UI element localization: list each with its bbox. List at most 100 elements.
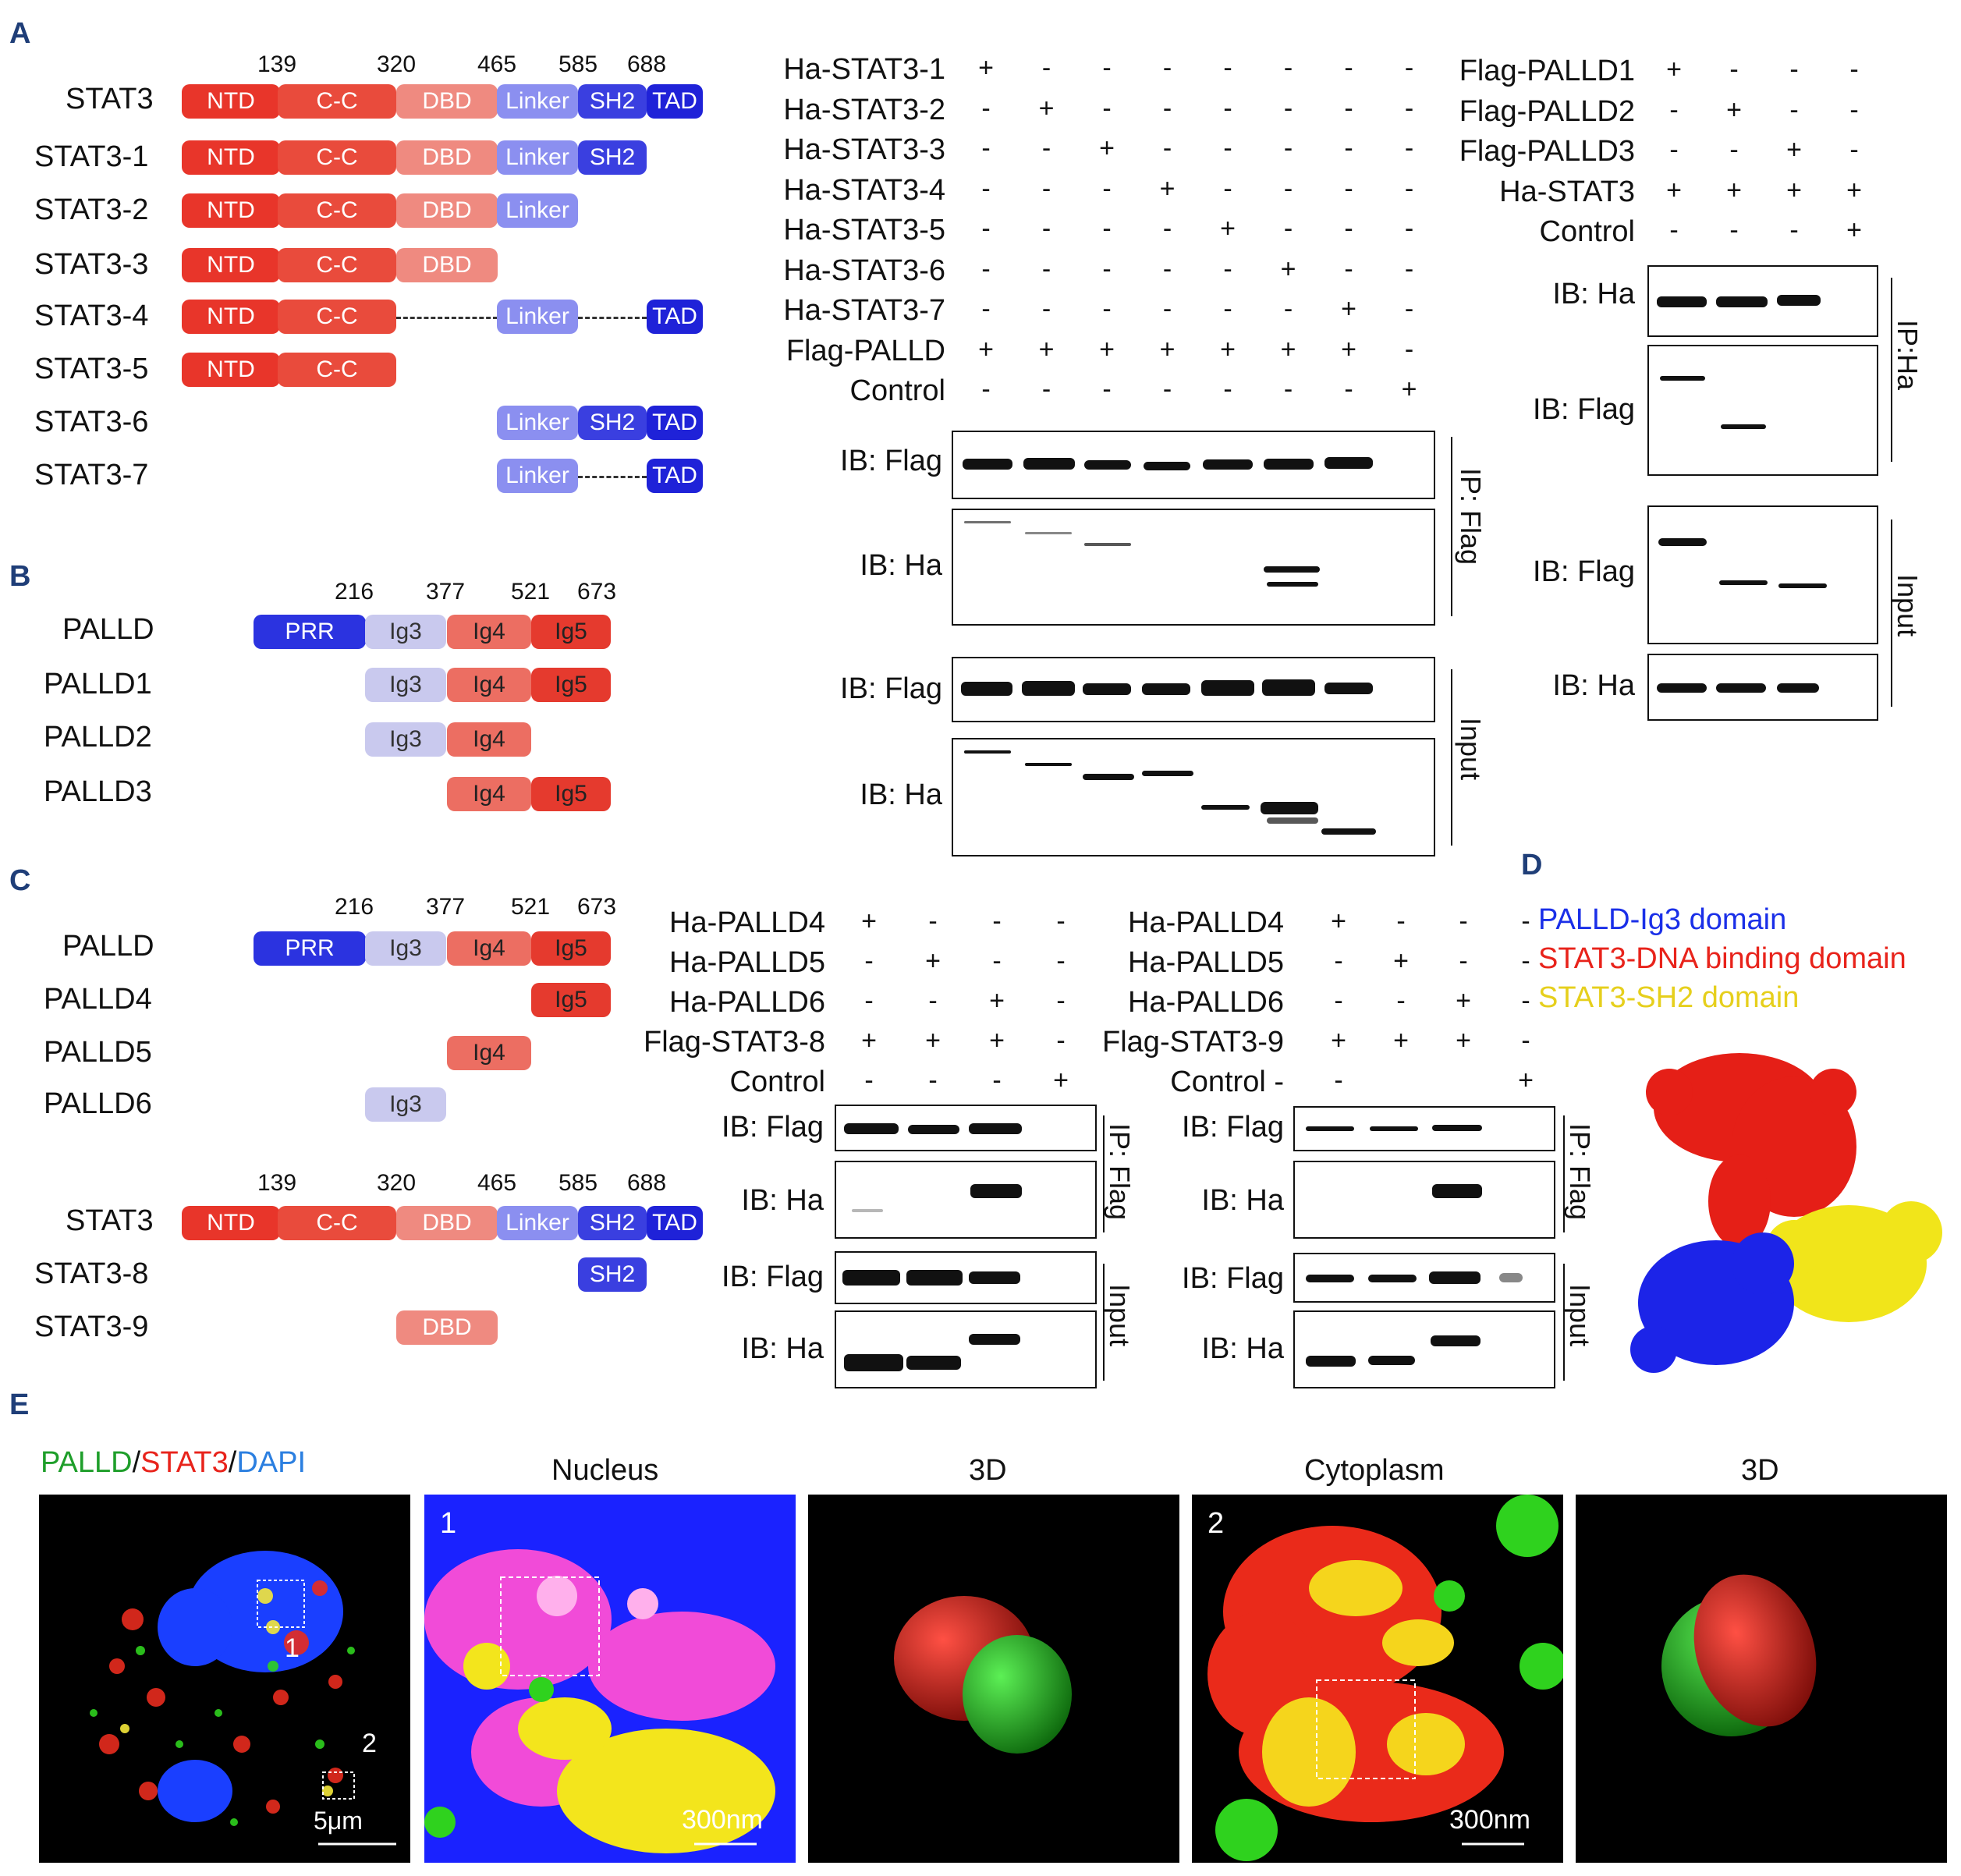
ntd-domain: NTD	[182, 1206, 280, 1240]
ig3-domain: Ig3	[365, 615, 446, 649]
condition-mark: -	[1334, 946, 1343, 976]
condition-label: Ha-PALLD5	[1128, 946, 1284, 979]
condition-mark: -	[1789, 215, 1799, 245]
dbd-domain: DBD	[396, 140, 498, 175]
condition-mark: -	[864, 986, 874, 1016]
condition-mark: -	[981, 374, 991, 404]
condition-mark: -	[1396, 906, 1406, 936]
sh2-domain: SH2	[578, 406, 647, 440]
condition-mark: -	[1041, 254, 1051, 284]
ib-label: IB: Flag	[1533, 393, 1635, 426]
cc-domain: C-C	[278, 1206, 396, 1240]
condition-mark: +	[1666, 55, 1682, 84]
condition-mark: +	[978, 53, 994, 83]
condition-mark: +	[1280, 334, 1296, 364]
stain-sep: /	[132, 1446, 141, 1479]
linker-domain: Linker	[497, 406, 578, 440]
condition-mark: +	[1786, 135, 1802, 165]
ig5-domain: Ig5	[531, 983, 611, 1017]
tad-domain: TAD	[647, 459, 703, 493]
group-label: IP:Ha	[1892, 320, 1924, 391]
condition-label: Flag-STAT3-9	[1102, 1026, 1284, 1059]
construct-label: STAT3-8	[34, 1257, 149, 1290]
condition-mark: -	[981, 214, 991, 243]
ig5-domain: Ig5	[531, 931, 611, 966]
ig3-domain: Ig3	[365, 722, 446, 757]
condition-mark: +	[1341, 334, 1356, 364]
construct-label: STAT3-2	[34, 193, 149, 226]
condition-mark: -	[1729, 55, 1739, 84]
condition-mark: -	[981, 133, 991, 163]
cc-domain: C-C	[278, 84, 396, 119]
condition-mark: -	[1102, 214, 1112, 243]
condition-mark: +	[989, 986, 1005, 1016]
group-label: Input	[1892, 574, 1924, 637]
condition-mark: +	[1726, 175, 1742, 205]
condition-mark: -	[1102, 53, 1112, 83]
condition-mark: +	[1456, 1026, 1471, 1055]
condition-mark: -	[1344, 254, 1353, 284]
condition-mark: -	[1404, 53, 1414, 83]
3d-render-nucleus	[808, 1495, 1179, 1863]
condition-label: Ha-STAT3-2	[783, 93, 945, 126]
linker-domain: Linker	[497, 300, 578, 334]
condition-mark: -	[864, 946, 874, 976]
position-label: 521	[510, 579, 551, 605]
condition-mark: +	[978, 334, 994, 364]
condition-mark: -	[1849, 135, 1859, 165]
condition-mark: -	[1223, 374, 1232, 404]
blot-c2-ipflag-ibha	[1293, 1161, 1555, 1239]
condition-mark: +	[1726, 94, 1742, 125]
dbd-domain: DBD	[396, 248, 498, 282]
linker-domain: Linker	[497, 84, 578, 119]
condition-mark: -	[1404, 133, 1414, 163]
construct-label: PALLD	[62, 930, 154, 963]
condition-mark: -	[928, 986, 938, 1016]
condition-label: Flag-PALLD2	[1459, 94, 1635, 128]
group-label: IP: Flag	[1455, 468, 1487, 566]
condition-label: Control	[1539, 215, 1636, 248]
stain-legend: PALLD/STAT3/DAPI	[41, 1446, 306, 1480]
condition-mark: +	[1099, 133, 1115, 163]
group-label: IP: Flag	[1104, 1123, 1136, 1221]
condition-mark: -	[1669, 215, 1679, 245]
condition-mark: -	[1162, 374, 1172, 404]
group-label: Input	[1564, 1284, 1596, 1347]
condition-mark: -	[992, 906, 1002, 936]
stain-palld: PALLD	[41, 1446, 133, 1479]
condition-mark: -	[1404, 294, 1414, 324]
condition-mark: -	[1041, 294, 1051, 324]
condition-mark: +	[1038, 93, 1055, 123]
condition-mark: -	[1102, 173, 1112, 204]
group-label: IP: Flag	[1564, 1123, 1596, 1221]
condition-mark: +	[1846, 215, 1862, 245]
scale-bar-label: 300nm	[682, 1805, 763, 1835]
blot-c2-ipflag-ibflag	[1293, 1106, 1555, 1151]
blot-ipha-ibha	[1647, 265, 1878, 337]
cc-domain: C-C	[278, 140, 396, 175]
tad-domain: TAD	[647, 1206, 703, 1240]
construct-label: PALLD4	[44, 983, 152, 1016]
sh2-domain: SH2	[578, 1206, 647, 1240]
image-title-cytoplasm: Cytoplasm	[1304, 1454, 1445, 1487]
linker-domain: Linker	[497, 193, 578, 228]
condition-label: Ha-STAT3-6	[783, 254, 945, 287]
blot-c1-ipflag-ibha	[835, 1161, 1097, 1239]
condition-mark: -	[1729, 135, 1739, 165]
blot-c2-input-ibha	[1293, 1310, 1555, 1388]
ib-label: IB: Flag	[1182, 1111, 1284, 1144]
ntd-domain: NTD	[182, 140, 280, 175]
condition-mark: -	[1521, 946, 1530, 976]
ib-label: IB: Ha	[741, 1184, 824, 1217]
region-label-2: 2	[1207, 1507, 1225, 1540]
construct-label: PALLD2	[44, 721, 152, 754]
ig4-domain: Ig4	[447, 777, 531, 811]
legend-stat3-sh2: STAT3-SH2 domain	[1538, 981, 1800, 1014]
condition-label: Ha-PALLD5	[669, 946, 825, 979]
condition-mark: -	[1404, 334, 1414, 364]
condition-mark: +	[1053, 1066, 1069, 1095]
condition-mark: +	[925, 946, 941, 976]
position-label: 320	[376, 51, 417, 77]
ig4-domain: Ig4	[447, 668, 531, 702]
3d-render-cytoplasm	[1576, 1495, 1947, 1863]
